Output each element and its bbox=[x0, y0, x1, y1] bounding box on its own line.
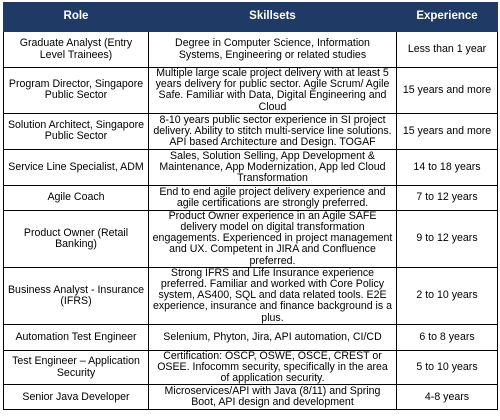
experience-cell: 2 to 10 years bbox=[396, 266, 498, 325]
header-role: Role bbox=[3, 2, 149, 32]
table-row: Senior Java Developer Microservices/API … bbox=[3, 384, 498, 411]
role-cell: Service Line Specialist, ADM bbox=[3, 148, 149, 186]
skillsets-cell: Microservices/API with Java (8/11) and S… bbox=[148, 384, 397, 411]
experience-cell: 15 years and more bbox=[396, 67, 498, 114]
skillsets-cell: Product Owner experience in an Agile SAF… bbox=[148, 209, 397, 268]
experience-cell: 4-8 years bbox=[396, 384, 498, 411]
experience-cell: 14 to 18 years bbox=[396, 148, 498, 186]
experience-cell: 5 to 10 years bbox=[396, 349, 498, 386]
table-row: Business Analyst - Insurance (IFRS) Stro… bbox=[3, 266, 498, 325]
role-cell: Solution Architect, Singapore Public Sec… bbox=[3, 112, 149, 150]
skillsets-cell: Selenium, Phyton, Jira, API automation, … bbox=[148, 323, 397, 351]
header-experience: Experience bbox=[396, 2, 498, 32]
experience-cell: 15 years and more bbox=[396, 112, 498, 150]
table-row: Service Line Specialist, ADM Sales, Solu… bbox=[3, 148, 498, 186]
role-cell: Program Director, Singapore Public Secto… bbox=[3, 67, 149, 114]
table-row: Test Engineer – Application Security Cer… bbox=[3, 349, 498, 386]
skillsets-cell: Certification: OSCP, OSWE, OSCE, CREST o… bbox=[148, 349, 397, 386]
skillsets-cell: Sales, Solution Selling, App Development… bbox=[148, 148, 397, 186]
role-cell: Automation Test Engineer bbox=[3, 323, 149, 351]
skillsets-cell: 8-10 years public sector experience in S… bbox=[148, 112, 397, 150]
skillsets-cell: Degree in Computer Science, Information … bbox=[148, 31, 397, 68]
skillsets-cell: Strong IFRS and Life Insurance experienc… bbox=[148, 266, 397, 325]
skillsets-cell: End to end agile project delivery experi… bbox=[148, 184, 397, 211]
table-row: Automation Test Engineer Selenium, Phyto… bbox=[3, 323, 498, 351]
table-row: Solution Architect, Singapore Public Sec… bbox=[3, 112, 498, 150]
role-cell: Business Analyst - Insurance (IFRS) bbox=[3, 266, 149, 325]
role-cell: Product Owner (Retail Banking) bbox=[3, 209, 149, 268]
role-cell: Graduate Analyst (Entry Level Trainees) bbox=[3, 31, 149, 68]
table-row: Program Director, Singapore Public Secto… bbox=[3, 67, 498, 114]
header-skillsets: Skillsets bbox=[148, 2, 397, 32]
role-cell: Senior Java Developer bbox=[3, 384, 149, 411]
experience-cell: 9 to 12 years bbox=[396, 209, 498, 268]
header-row: Role Skillsets Experience bbox=[3, 2, 498, 32]
experience-cell: 7 to 12 years bbox=[396, 184, 498, 211]
table-row: Graduate Analyst (Entry Level Trainees) … bbox=[3, 31, 498, 68]
experience-cell: 6 to 8 years bbox=[396, 323, 498, 351]
experience-cell: Less than 1 year bbox=[396, 31, 498, 68]
skillsets-cell: Multiple large scale project delivery wi… bbox=[148, 67, 397, 114]
role-cell: Agile Coach bbox=[3, 184, 149, 211]
table-row: Product Owner (Retail Banking) Product O… bbox=[3, 209, 498, 268]
roles-table: Role Skillsets Experience Graduate Analy… bbox=[3, 2, 498, 411]
table-row: Agile Coach End to end agile project del… bbox=[3, 184, 498, 211]
role-cell: Test Engineer – Application Security bbox=[3, 349, 149, 386]
